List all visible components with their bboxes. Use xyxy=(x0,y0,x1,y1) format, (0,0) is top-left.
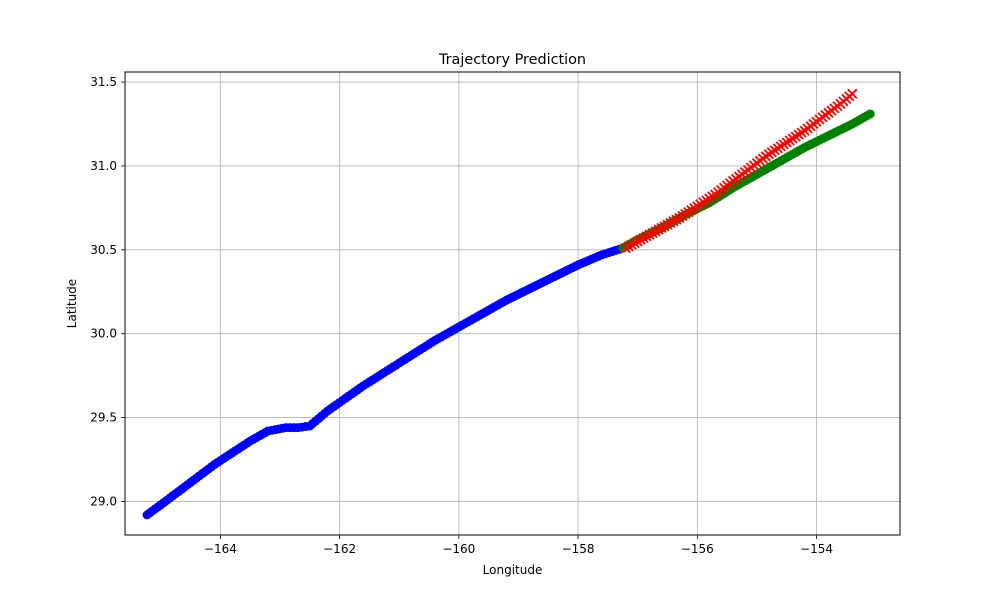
data-point xyxy=(632,236,643,247)
y-tick-label: 29.5 xyxy=(90,411,117,425)
data-point xyxy=(662,219,673,230)
data-point xyxy=(650,226,661,237)
plot-area-frame xyxy=(124,71,901,536)
x-tick-label: −162 xyxy=(323,542,356,556)
chart-title: Trajectory Prediction xyxy=(438,52,586,68)
series-0 xyxy=(142,243,628,520)
y-tick-label: 31.0 xyxy=(90,159,117,173)
data-point xyxy=(641,231,652,242)
data-point xyxy=(647,227,658,239)
data-point xyxy=(847,88,858,99)
x-axis-ticks: −164 −162 −160 −158 −156 −154 xyxy=(204,535,833,556)
data-point xyxy=(668,216,679,227)
series-2 xyxy=(620,88,858,254)
data-point xyxy=(623,241,634,252)
data-point xyxy=(665,217,676,229)
data-point xyxy=(865,109,875,119)
y-axis-ticks: 29.0 29.5 30.0 30.5 31.0 31.5 xyxy=(90,75,125,508)
data-point xyxy=(638,232,649,244)
x-axis-label: Longitude xyxy=(483,563,543,577)
data-point xyxy=(671,214,682,225)
data-point xyxy=(629,237,640,249)
y-tick-label: 30.5 xyxy=(90,243,117,257)
x-tick-label: −160 xyxy=(442,542,475,556)
data-point xyxy=(659,221,670,232)
data-point xyxy=(626,239,637,250)
x-tick-label: −156 xyxy=(681,542,714,556)
data-point xyxy=(635,234,646,245)
x-tick-label: −158 xyxy=(562,542,595,556)
x-tick-label: −164 xyxy=(204,542,237,556)
y-tick-label: 31.5 xyxy=(90,75,117,89)
data-point xyxy=(644,229,655,240)
y-tick-label: 29.0 xyxy=(90,494,117,508)
data-point xyxy=(656,222,667,234)
series-layer xyxy=(142,88,875,520)
y-axis-label: Latitude xyxy=(65,279,79,328)
data-point xyxy=(620,243,631,254)
data-point xyxy=(653,224,664,235)
x-tick-label: −154 xyxy=(800,542,833,556)
y-tick-label: 30.0 xyxy=(90,327,117,341)
